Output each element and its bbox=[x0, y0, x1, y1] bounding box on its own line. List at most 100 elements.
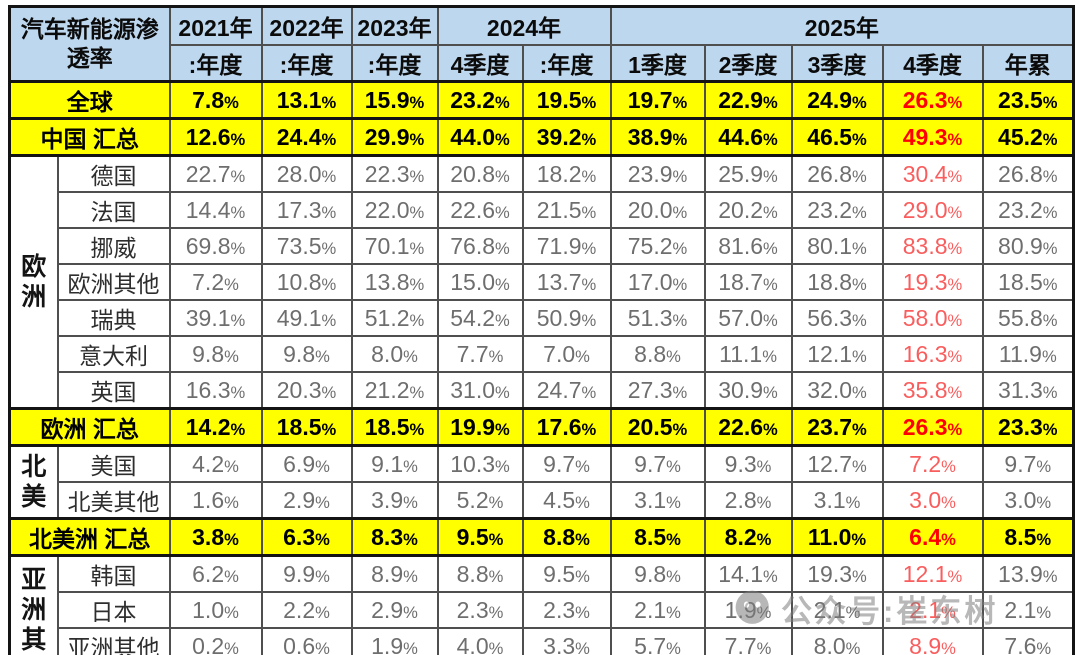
value-cell: 4.5% bbox=[521, 481, 612, 520]
value-cell: 31.3% bbox=[981, 371, 1075, 410]
value-cell: 24.7% bbox=[521, 371, 612, 410]
row-label-cell: 韩国 bbox=[56, 554, 171, 593]
value-cell: 1.6% bbox=[168, 481, 263, 520]
value-cell: 13.7% bbox=[521, 263, 612, 301]
value-cell: 12.7% bbox=[790, 444, 884, 483]
value-cell: 19.7% bbox=[609, 80, 706, 120]
total-row: 北美洲 汇总 3.8% 6.3% 8.3% 9.5% 8.8% 8.5% 8.2% 11.0% 6… bbox=[8, 517, 1075, 557]
value-cell: 12.1% bbox=[790, 335, 884, 373]
header-year-2022年: 2022年 bbox=[260, 5, 353, 46]
header-period: 4季度 bbox=[881, 44, 984, 83]
value-cell: 8.0% bbox=[350, 335, 439, 373]
header-period: 3季度 bbox=[790, 44, 884, 83]
value-cell: 8.5% bbox=[981, 517, 1075, 557]
value-cell: 17.3% bbox=[260, 191, 353, 229]
value-cell: 22.6% bbox=[436, 191, 524, 229]
value-cell: 9.7% bbox=[521, 444, 612, 483]
value-cell: 24.4% bbox=[260, 117, 353, 157]
value-cell: 18.8% bbox=[790, 263, 884, 301]
value-cell: 2.9% bbox=[260, 481, 353, 520]
value-cell: 22.9% bbox=[703, 80, 793, 120]
value-cell: 22.6% bbox=[703, 407, 793, 447]
header-year-2021年: 2021年 bbox=[168, 5, 263, 46]
value-cell: 38.9% bbox=[609, 117, 706, 157]
value-cell: 30.9% bbox=[703, 371, 793, 410]
value-cell: 14.2% bbox=[168, 407, 263, 447]
value-cell: 13.8% bbox=[350, 263, 439, 301]
value-cell: 75.2% bbox=[609, 227, 706, 265]
header-year-2023年: 2023年 bbox=[350, 5, 439, 46]
value-cell: 7.0% bbox=[521, 335, 612, 373]
value-cell: 20.8% bbox=[436, 154, 524, 193]
value-cell: 18.5% bbox=[260, 407, 353, 447]
region-row: 亚洲其韩国 6.2% 9.9% 8.9% 8.8% 9.5% 9.8% 14.1% 19.3% 1… bbox=[8, 554, 1075, 655]
value-cell: 20.3% bbox=[260, 371, 353, 410]
value-cell: 9.7% bbox=[981, 444, 1075, 483]
penetration-table-wrap: 汽车新能源渗 透率 2021年 2022年 2023年 2024年 2025年 :年度:… bbox=[8, 5, 1076, 655]
row-label-cell: 欧洲其他 bbox=[56, 263, 171, 301]
header-year-2025年: 2025年 bbox=[609, 5, 1075, 46]
value-cell: 21.5% bbox=[521, 191, 612, 229]
header-row-years: 汽车新能源渗 透率 2021年 2022年 2023年 2024年 2025年 bbox=[8, 5, 1075, 83]
header-period: 1季度 bbox=[609, 44, 706, 83]
value-cell: 54.2% bbox=[436, 299, 524, 337]
value-cell: 22.3% bbox=[350, 154, 439, 193]
header-period: 年累 bbox=[981, 44, 1075, 83]
value-cell: 49.1% bbox=[260, 299, 353, 337]
region-row: 欧洲德国 22.7% 28.0% 22.3% 20.8% 18.2% 23.9% 25.9% 2… bbox=[8, 154, 1075, 410]
value-cell: 81.6% bbox=[703, 227, 793, 265]
value-cell: 3.8% bbox=[168, 517, 263, 557]
value-cell: 80.9% bbox=[981, 227, 1075, 265]
row-label-cell: 挪威 bbox=[56, 227, 171, 265]
value-cell: 18.2% bbox=[521, 154, 612, 193]
row-label-cell: 中国 汇总 bbox=[8, 117, 171, 157]
value-cell: 26.3% bbox=[881, 80, 984, 120]
value-cell: 57.0% bbox=[703, 299, 793, 337]
value-cell: 20.5% bbox=[609, 407, 706, 447]
table-title-line1: 汽车新能源渗 bbox=[20, 16, 159, 43]
value-cell: 19.3% bbox=[790, 554, 884, 593]
value-cell: 12.6% bbox=[168, 117, 263, 157]
value-cell: 18.5% bbox=[981, 263, 1075, 301]
value-cell: 9.8% bbox=[609, 554, 706, 593]
value-cell: 14.1% bbox=[703, 554, 793, 593]
value-cell: 10.8% bbox=[260, 263, 353, 301]
value-cell: 3.1% bbox=[790, 481, 884, 520]
value-cell: 3.0% bbox=[881, 481, 984, 520]
value-cell: 51.3% bbox=[609, 299, 706, 337]
row-label-cell: 北美其他 bbox=[56, 481, 171, 520]
value-cell: 39.1% bbox=[168, 299, 263, 337]
value-cell: 9.3% bbox=[703, 444, 793, 483]
value-cell: 2.3% bbox=[436, 591, 524, 629]
value-cell: 24.9% bbox=[790, 80, 884, 120]
value-cell: 80.1% bbox=[790, 227, 884, 265]
value-cell: 29.0% bbox=[881, 191, 984, 229]
value-cell: 1.0% bbox=[168, 591, 263, 629]
region-row: 北美美国 4.2% 6.9% 9.1% 10.3% 9.7% 9.7% 9.3% 12.7% 7.… bbox=[8, 444, 1075, 520]
value-cell: 20.2% bbox=[703, 191, 793, 229]
value-cell: 26.8% bbox=[790, 154, 884, 193]
value-cell: 45.2% bbox=[981, 117, 1075, 157]
region-row: 北美其他 1.6% 2.9% 3.9% 5.2% 4.5% 3.1% 2.8% 3.1% 3.0%… bbox=[10, 481, 1075, 520]
value-cell: 9.1% bbox=[350, 444, 439, 483]
value-cell: 5.7% bbox=[609, 627, 706, 655]
value-cell: 9.7% bbox=[609, 444, 706, 483]
row-label-cell: 法国 bbox=[56, 191, 171, 229]
value-cell: 2.8% bbox=[703, 481, 793, 520]
value-cell: 27.3% bbox=[609, 371, 706, 410]
value-cell: 58.0% bbox=[881, 299, 984, 337]
value-cell: 2.1% bbox=[790, 591, 884, 629]
value-cell: 16.3% bbox=[881, 335, 984, 373]
row-label-cell: 瑞典 bbox=[56, 299, 171, 337]
region-row: 欧洲其他 7.2% 10.8% 13.8% 15.0% 13.7% 17.0% 18.7% 18… bbox=[10, 263, 1075, 301]
value-cell: 7.7% bbox=[703, 627, 793, 655]
value-cell: 9.8% bbox=[168, 335, 263, 373]
value-cell: 4.0% bbox=[436, 627, 524, 655]
value-cell: 23.2% bbox=[790, 191, 884, 229]
header-period: 4季度 bbox=[436, 44, 524, 83]
value-cell: 19.5% bbox=[521, 80, 612, 120]
value-cell: 9.8% bbox=[260, 335, 353, 373]
value-cell: 3.0% bbox=[981, 481, 1075, 520]
value-cell: 6.2% bbox=[168, 554, 263, 593]
value-cell: 6.4% bbox=[881, 517, 984, 557]
